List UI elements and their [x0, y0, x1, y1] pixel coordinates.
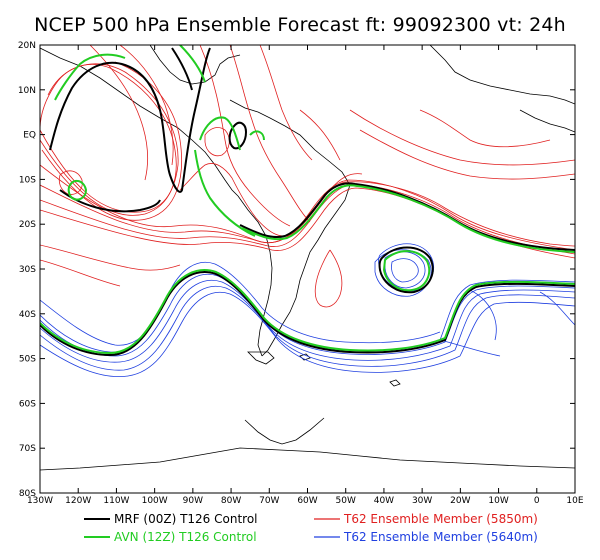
mrf-control-contours: [40, 47, 575, 357]
red-contour: [40, 164, 575, 247]
mrf-contour: [49, 47, 211, 193]
blue-contour: [384, 251, 426, 289]
lon-label: 70W: [259, 496, 279, 506]
south-georgia: [389, 379, 401, 387]
lat-label: 80S: [19, 489, 36, 499]
lat-ticks: [40, 44, 575, 494]
legend-label-mrf: MRF (00Z) T126 Control: [114, 512, 258, 526]
antarctic-peninsula: [244, 417, 325, 445]
red-contour: [259, 45, 313, 161]
mrf-contour: [59, 189, 161, 213]
red-contour: [359, 129, 575, 180]
lat-label: 50S: [19, 355, 36, 365]
lat-label: 60S: [19, 399, 36, 409]
blue-contour: [539, 291, 575, 326]
red-contour: [314, 249, 343, 308]
mrf-contour: [239, 182, 575, 251]
red-contour: [40, 259, 121, 287]
avn-control-contours: [40, 45, 575, 355]
red-contour: [199, 45, 291, 227]
lon-label: 130W: [27, 496, 53, 506]
legend: MRF (00Z) T126 Control AVN (12Z) T126 Co…: [84, 512, 538, 544]
lon-label: 90W: [183, 496, 203, 506]
legend-label-blue: T62 Ensemble Member (5640m): [343, 530, 538, 544]
tierra-del-fuego: [247, 351, 275, 365]
mrf-contour: [40, 271, 575, 357]
blue-contour: [40, 279, 575, 363]
avn-contour: [67, 179, 88, 201]
red-contour: [41, 61, 182, 221]
blue-contour: [391, 258, 419, 283]
mrf-contour: [378, 246, 434, 294]
mexico-gulf-coast: [149, 45, 241, 85]
lon-label: 80W: [221, 496, 241, 506]
mrf-contour: [228, 121, 248, 150]
lat-label: 40S: [19, 310, 36, 320]
central-america-coast: [40, 47, 239, 197]
red-ensemble-contours: [40, 45, 575, 308]
africa-coast: [429, 45, 575, 105]
blue-ensemble-contours: [40, 243, 575, 378]
blue-contour: [439, 339, 501, 357]
avn-contour: [199, 116, 241, 151]
lon-label: 110W: [103, 496, 129, 506]
lat-label: 70S: [19, 444, 36, 454]
red-contour: [58, 170, 83, 195]
blue-contour: [469, 289, 497, 341]
blue-contour: [40, 291, 575, 378]
red-contour: [119, 45, 174, 166]
gulf-of-guinea-coast: [519, 109, 575, 133]
coastline-layer: [40, 45, 575, 471]
red-contour: [179, 163, 363, 237]
lat-label: 20N: [18, 41, 36, 51]
red-contour: [40, 179, 575, 251]
lat-label: 20S: [19, 220, 36, 230]
avn-contour: [54, 53, 126, 101]
lon-label: 30W: [412, 496, 432, 506]
avn-contour: [40, 269, 575, 355]
lon-label: 60W: [297, 496, 317, 506]
lat-label: EQ: [23, 131, 36, 141]
avn-contour: [241, 184, 575, 253]
plot-frame: [39, 44, 576, 494]
red-contour: [419, 109, 551, 148]
red-contour: [349, 109, 575, 166]
antarctica-coast: [40, 447, 575, 471]
lon-label: 0: [534, 496, 540, 506]
red-contour: [299, 109, 341, 161]
lon-label: 50W: [336, 496, 356, 506]
red-contour: [40, 244, 181, 271]
lon-label: 40W: [374, 496, 394, 506]
lon-labels: 130W 120W 110W 100W 90W 80W 70W 60W 50W …: [27, 496, 584, 506]
lon-label: 10E: [566, 496, 583, 506]
caribbean-coast: [229, 99, 286, 127]
avn-contour: [179, 45, 206, 83]
lon-label: 120W: [65, 496, 91, 506]
red-contour: [229, 45, 311, 223]
blue-contour: [40, 261, 441, 346]
red-contour: [204, 127, 230, 157]
lat-label: 10N: [18, 86, 36, 96]
avn-contour: [194, 149, 256, 237]
lat-labels: 20N 10N EQ 10S 20S 30S 40S 50S 60S 70S 8…: [18, 41, 36, 499]
legend-label-red: T62 Ensemble Member (5850m): [343, 512, 538, 526]
red-contour: [40, 63, 179, 213]
lon-label: 20W: [450, 496, 470, 506]
map-title: NCEP 500 hPa Ensemble Forecast ft: 99092…: [34, 14, 566, 36]
south-america-east-coast: [261, 125, 351, 357]
red-contour: [40, 64, 177, 216]
mrf-contour: [171, 47, 193, 91]
lon-label: 100W: [142, 496, 168, 506]
lon-label: 10W: [488, 496, 508, 506]
avn-contour: [382, 250, 431, 292]
lon-ticks: [39, 45, 576, 493]
blue-contour: [40, 285, 575, 371]
legend-label-avn: AVN (12Z) T126 Control: [114, 530, 257, 544]
south-america-west-coast: [237, 195, 273, 357]
lat-label: 30S: [19, 265, 36, 275]
avn-contour: [249, 130, 265, 141]
lat-label: 10S: [19, 175, 36, 185]
